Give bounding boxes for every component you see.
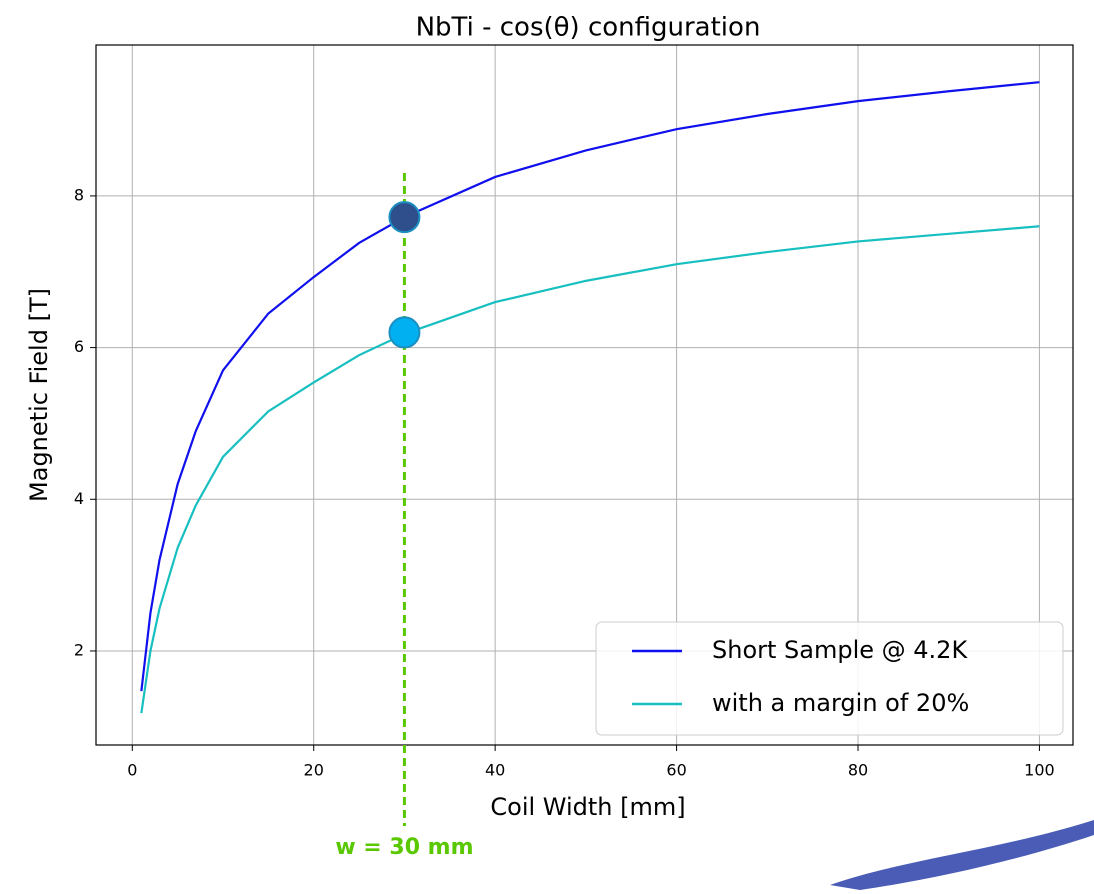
x-tick-label: 80: [848, 761, 868, 780]
highlight-point: [388, 201, 421, 234]
y-axis-label: Magnetic Field [T]: [25, 288, 53, 502]
y-tick-label: 2: [74, 640, 84, 659]
series-line: [140, 81, 1040, 692]
chart-title: NbTi - cos(θ) configuration: [416, 13, 761, 43]
x-tick-label: 0: [127, 761, 137, 780]
y-tick-label: 6: [74, 337, 84, 356]
legend-box: [595, 621, 1064, 736]
legend-label: with a margin of 20%: [712, 689, 969, 717]
x-tick-label: 20: [304, 761, 324, 780]
decoration: [830, 820, 1094, 890]
x-axis-label: Coil Width [mm]: [490, 793, 685, 821]
y-tick-label: 8: [74, 185, 84, 204]
highlight-point: [388, 316, 421, 349]
x-tick-label: 60: [666, 761, 686, 780]
y-tick-label: 4: [74, 489, 84, 508]
plot-frame: [95, 44, 1074, 746]
x-tick-label: 40: [485, 761, 505, 780]
x-tick-label: 100: [1024, 761, 1055, 780]
reference-label: w = 30 mm: [335, 835, 473, 860]
legend-label: Short Sample @ 4.2K: [712, 636, 968, 664]
series-line: [140, 225, 1040, 714]
